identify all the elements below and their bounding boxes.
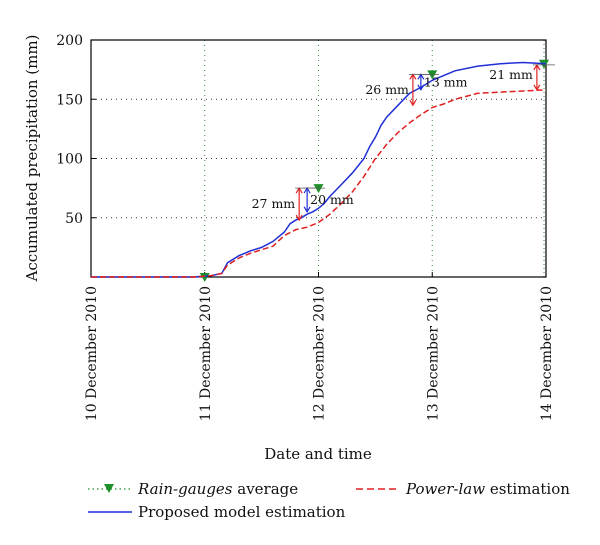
- annotation-label: 20 mm: [310, 192, 354, 207]
- x-tick-label: 10 December 2010: [84, 286, 100, 421]
- x-tick-label: 12 December 2010: [312, 286, 328, 421]
- svg-text:Rain-gauges average: Rain-gauges average: [137, 480, 298, 498]
- gridlines: [91, 39, 546, 277]
- annotation-label: 27 mm: [252, 196, 296, 211]
- legend: Rain-gauges average Proposed model estim…: [88, 480, 570, 521]
- legend-rain-italic: Rain-gauges: [137, 480, 233, 498]
- rain-gauge-marker: [199, 273, 210, 282]
- arrow-head: [303, 206, 311, 213]
- arrow-head: [409, 99, 417, 107]
- arrow-head: [417, 84, 425, 91]
- arrow-head: [533, 84, 541, 91]
- svg-text:Power-law estimation: Power-law estimation: [405, 480, 570, 498]
- triangle-marker-icon: [104, 484, 114, 493]
- annotation-label: 26 mm: [365, 82, 409, 97]
- annotation-label: 13 mm: [424, 74, 468, 89]
- legend-item-rain-gauges: Rain-gauges average: [88, 480, 298, 498]
- series-layer: [91, 59, 549, 282]
- x-axis-title: Date and time: [264, 445, 372, 463]
- y-tick-label: 100: [56, 152, 83, 168]
- arrow-head: [295, 214, 303, 222]
- power-law-line: [91, 89, 547, 278]
- y-tick-label: 200: [56, 33, 83, 49]
- x-tick-label: 11 December 2010: [198, 286, 214, 421]
- y-tick-label: 50: [65, 211, 83, 227]
- rain-gauge-marker: [313, 184, 324, 194]
- legend-item-power-law: Power-law estimation: [356, 480, 570, 498]
- y-axis-title: Accumulated precipitation (mm): [23, 35, 41, 283]
- annotation-label: 21 mm: [489, 67, 533, 82]
- rain-gauge-marker: [427, 70, 438, 80]
- legend-model-label: Proposed model estimation: [138, 503, 346, 521]
- y-tick-label: 150: [56, 92, 83, 108]
- x-axis: 10 December 2010 11 December 2010 12 Decem…: [84, 272, 555, 421]
- legend-power-italic: Power-law: [405, 480, 485, 498]
- y-axis: 50 100 150 200: [56, 33, 96, 227]
- legend-power-rest: estimation: [485, 480, 570, 498]
- x-tick-label: 13 December 2010: [425, 286, 441, 421]
- legend-rain-rest: average: [233, 480, 299, 498]
- model-line: [91, 61, 547, 278]
- annotations: 27 mm 20 mm 26 mm 13 mm 21 mm: [252, 63, 555, 222]
- legend-item-model: Proposed model estimation: [88, 503, 346, 521]
- x-tick-label: 14 December 2010: [539, 286, 555, 421]
